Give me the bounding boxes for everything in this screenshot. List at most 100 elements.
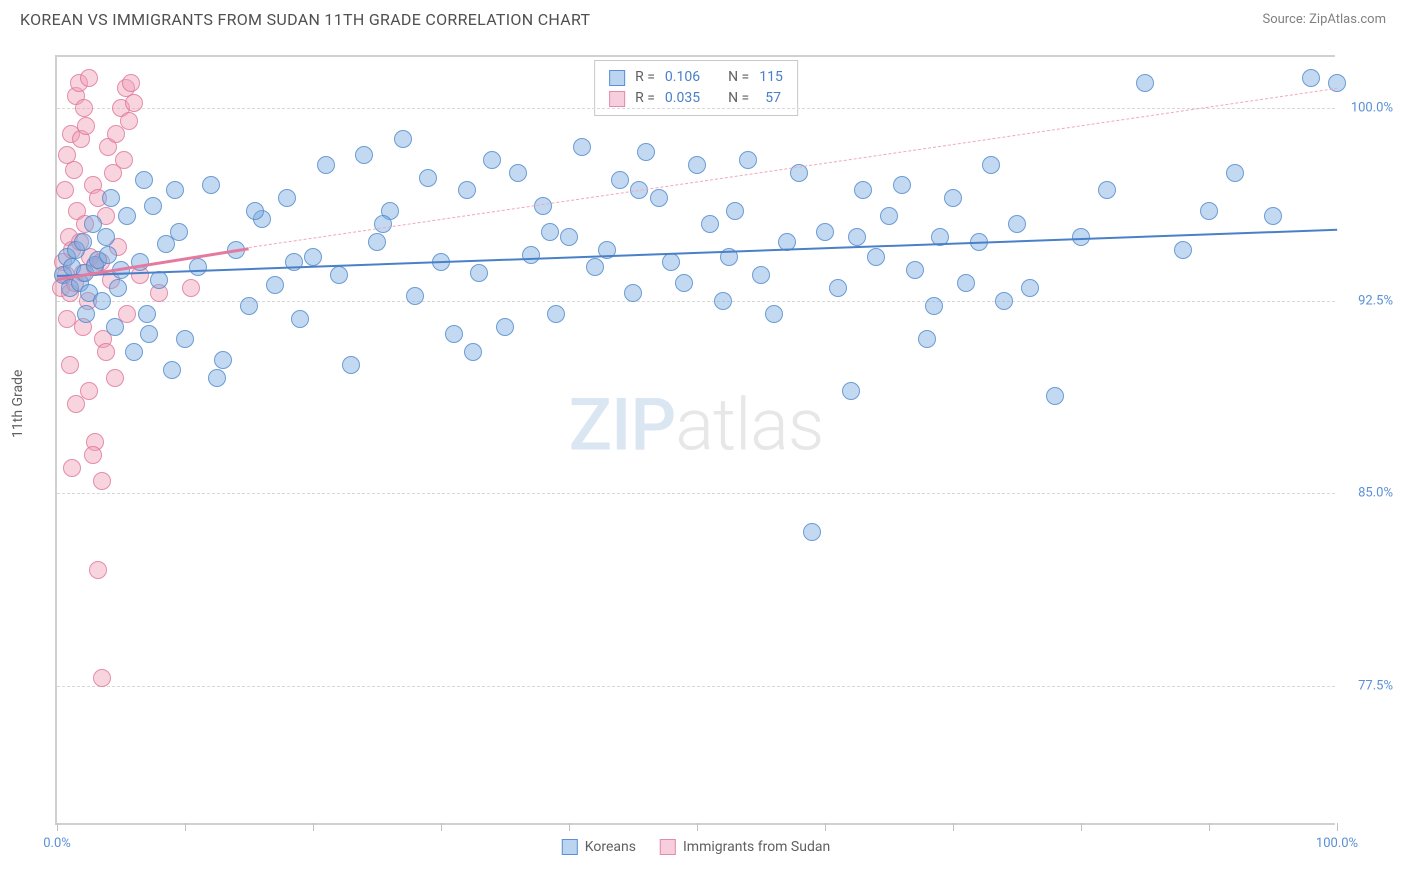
data-point [118, 207, 136, 225]
gridline [57, 108, 1335, 109]
data-point [726, 202, 744, 220]
data-point [374, 215, 392, 233]
data-point [266, 276, 284, 294]
data-point [77, 305, 95, 323]
chart-header: KOREAN VS IMMIGRANTS FROM SUDAN 11TH GRA… [0, 0, 1406, 37]
data-point [291, 310, 309, 328]
data-point [125, 94, 143, 112]
n-value: 57 [759, 88, 781, 109]
data-point [1174, 241, 1192, 259]
data-point [842, 382, 860, 400]
data-point [150, 271, 168, 289]
data-point [957, 274, 975, 292]
data-point [140, 325, 158, 343]
x-tick [825, 823, 826, 831]
x-tick [313, 823, 314, 831]
data-point [445, 325, 463, 343]
data-point [611, 171, 629, 189]
data-point [278, 189, 296, 207]
data-point [496, 318, 514, 336]
data-point [406, 287, 424, 305]
data-point [80, 382, 98, 400]
data-point [93, 292, 111, 310]
data-point [893, 176, 911, 194]
data-point [541, 223, 559, 241]
data-point [61, 356, 79, 374]
data-point [688, 156, 706, 174]
data-point [739, 151, 757, 169]
data-point [1072, 228, 1090, 246]
data-point [918, 330, 936, 348]
data-point [214, 351, 232, 369]
data-point [75, 99, 93, 117]
data-point [135, 171, 153, 189]
data-point [547, 305, 565, 323]
legend-item-sudan: Immigrants from Sudan [660, 839, 830, 855]
x-tick [185, 823, 186, 831]
stats-row-blue: R = 0.106 N = 115 [609, 67, 783, 88]
data-point [714, 292, 732, 310]
data-point [1302, 69, 1320, 87]
chart-title: KOREAN VS IMMIGRANTS FROM SUDAN 11TH GRA… [20, 10, 590, 29]
x-tick [697, 823, 698, 831]
chart-plot-area: ZIPatlas R = 0.106 N = 115 R = 0.035 N =… [55, 55, 1335, 825]
data-point [1264, 207, 1282, 225]
data-point [102, 189, 120, 207]
trend-line [57, 229, 1337, 277]
data-point [675, 274, 693, 292]
data-point [867, 248, 885, 266]
data-point [84, 446, 102, 464]
legend-item-koreans: Koreans [562, 839, 636, 855]
x-tick-label: 0.0% [43, 836, 71, 851]
data-point [419, 169, 437, 187]
r-value: 0.106 [665, 67, 700, 88]
data-point [355, 146, 373, 164]
data-point [97, 343, 115, 361]
data-point [106, 318, 124, 336]
watermark-part2: atlas [675, 382, 823, 467]
data-point [109, 279, 127, 297]
x-tick-label: 100.0% [1316, 836, 1358, 851]
data-point [701, 215, 719, 233]
data-point [144, 197, 162, 215]
data-point [650, 189, 668, 207]
data-point [63, 459, 81, 477]
data-point [1046, 387, 1064, 405]
n-label: N = [728, 67, 749, 88]
y-tick-label: 85.0% [1358, 486, 1393, 501]
x-tick [1081, 823, 1082, 831]
data-point [74, 233, 92, 251]
gridline [57, 686, 1335, 687]
data-point [99, 246, 117, 264]
data-point [125, 343, 143, 361]
gridline [57, 493, 1335, 494]
stats-row-pink: R = 0.035 N = 57 [609, 88, 783, 109]
legend-label: Immigrants from Sudan [683, 839, 830, 855]
data-point [106, 369, 124, 387]
data-point [1136, 74, 1154, 92]
data-point [208, 369, 226, 387]
x-tick [441, 823, 442, 831]
watermark-part1: ZIP [569, 382, 676, 467]
data-point [182, 279, 200, 297]
data-point [317, 156, 335, 174]
swatch-blue-icon [562, 839, 578, 855]
data-point [586, 258, 604, 276]
data-point [120, 112, 138, 130]
data-point [131, 253, 149, 271]
data-point [854, 181, 872, 199]
data-point [624, 284, 642, 302]
data-point [925, 297, 943, 315]
y-tick-label: 92.5% [1358, 293, 1393, 308]
chart-source: Source: ZipAtlas.com [1262, 12, 1386, 27]
data-point [115, 151, 133, 169]
x-tick [569, 823, 570, 831]
x-tick [57, 823, 58, 831]
data-point [138, 305, 156, 323]
data-point [97, 228, 115, 246]
data-point [1226, 164, 1244, 182]
data-point [509, 164, 527, 182]
data-point [176, 330, 194, 348]
data-point [368, 233, 386, 251]
data-point [458, 181, 476, 199]
